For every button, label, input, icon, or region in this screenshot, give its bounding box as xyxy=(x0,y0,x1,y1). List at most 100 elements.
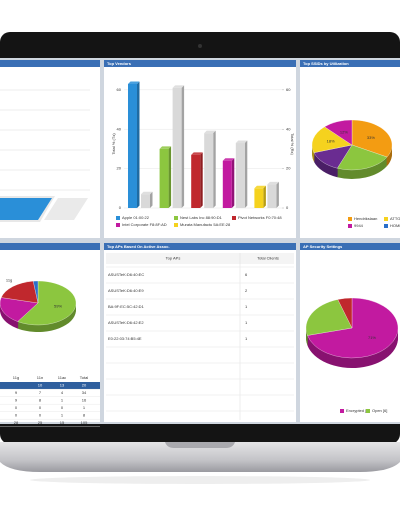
legend-swatch xyxy=(340,409,344,413)
column-header: 11ac xyxy=(58,375,66,380)
pie-slice xyxy=(17,280,77,326)
panel-header xyxy=(0,243,100,250)
bar-top xyxy=(222,158,235,161)
bar-shape xyxy=(0,198,52,220)
table-cell: ASUSTeK:D6:40:EC xyxy=(108,272,144,277)
legend-swatch xyxy=(116,223,120,227)
table-cell: 1 xyxy=(61,413,64,418)
table-cell: 8 xyxy=(83,413,86,418)
table-cell: 1 xyxy=(245,336,248,341)
legend-swatch xyxy=(232,216,236,220)
bar-side xyxy=(181,85,185,208)
legend-label: Intel Corporate F8:8F:AD xyxy=(122,222,167,227)
legend-label: Apple 01:00:22 xyxy=(122,215,150,220)
column-header: 11g xyxy=(13,375,19,380)
pie-slice xyxy=(324,119,353,146)
table-cell: 1 xyxy=(245,304,248,309)
y2-tick-label: 40 xyxy=(286,126,291,131)
bar xyxy=(128,83,137,208)
table-cell: 34 xyxy=(82,390,87,395)
table-cell: 0 xyxy=(39,413,42,418)
bar xyxy=(254,188,264,208)
base-notch xyxy=(165,442,235,448)
column-header: Total Clients xyxy=(257,256,279,261)
bar-top xyxy=(254,185,266,189)
bar-top xyxy=(191,152,203,155)
pie-slice xyxy=(0,297,39,322)
legend-swatch xyxy=(366,409,370,413)
legend-swatch xyxy=(348,217,352,221)
column-header: 11n xyxy=(37,375,43,380)
bar-side xyxy=(231,158,235,208)
legend-label: Pivot Networks F0:70:48 xyxy=(238,215,282,220)
legend-label: HOME-5562 xyxy=(390,223,400,228)
table-cell: 0 xyxy=(61,405,64,410)
table-cell: 0 xyxy=(15,413,18,418)
panel-header xyxy=(104,243,296,250)
panel-title: Top APs Based On Active Assoc. xyxy=(107,244,170,249)
panel-header xyxy=(300,60,400,67)
bar-top xyxy=(159,146,172,149)
bar xyxy=(267,184,277,208)
table-cell: 1 xyxy=(83,405,86,410)
shadow xyxy=(30,476,370,484)
panel-title: Top SSIDs by Utilization xyxy=(303,61,349,66)
slice-label: 71% xyxy=(368,335,376,340)
pie-slice xyxy=(33,280,39,304)
legend-swatch xyxy=(348,224,352,228)
table-cell: 13 xyxy=(60,383,65,388)
bar-side xyxy=(137,81,140,208)
bar-side xyxy=(213,130,216,208)
table-cell: 0 xyxy=(15,405,18,410)
table-cell: 20 xyxy=(82,383,87,388)
slice-label: 12% xyxy=(340,129,348,134)
legend-label: 9944 xyxy=(354,223,364,228)
legend-swatch xyxy=(384,224,388,228)
camera xyxy=(198,44,202,48)
column-header: Total xyxy=(80,375,89,380)
bar xyxy=(172,87,182,208)
laptop-base xyxy=(0,442,400,472)
legend-label: Hendrikslaan xyxy=(354,216,377,221)
bar xyxy=(191,154,201,208)
slice-label: 33% xyxy=(367,135,375,140)
legend-swatch xyxy=(116,216,120,220)
table-cell: 10 xyxy=(38,383,43,388)
table-cell: 6 xyxy=(245,272,248,277)
bar-top xyxy=(204,130,216,134)
bar-side xyxy=(263,185,266,208)
panel-title: AP Security Settings xyxy=(303,244,343,249)
bar-top xyxy=(172,85,185,88)
table-cell: 1 xyxy=(245,320,248,325)
legend-swatch xyxy=(174,216,178,220)
legend-label: Open [6] xyxy=(372,408,387,413)
y2-tick-label: 20 xyxy=(286,166,291,171)
legend-swatch xyxy=(174,223,178,227)
slice-label: 18% xyxy=(327,139,335,144)
bar xyxy=(204,133,214,208)
bar-top xyxy=(235,140,248,144)
pie-slice xyxy=(307,297,399,359)
bar-top xyxy=(267,181,279,185)
grid xyxy=(0,89,90,191)
pie-slice xyxy=(0,281,39,304)
slice-callout: 11g xyxy=(6,277,12,282)
y2-tick-label: 60 xyxy=(286,87,291,92)
table-cell: ASUSTeK:D6:40:E9 xyxy=(108,288,144,293)
panel xyxy=(104,243,296,422)
y-tick-label: 20 xyxy=(117,166,122,171)
bar-shape xyxy=(44,198,88,220)
table-cell: 9 xyxy=(15,390,18,395)
bar xyxy=(222,160,232,208)
bar-top xyxy=(141,191,153,195)
table-cell: 1 xyxy=(61,398,64,403)
pie-slice xyxy=(337,144,388,171)
bar-side xyxy=(200,152,203,208)
panel xyxy=(0,243,100,422)
y-tick-label: 0 xyxy=(119,205,122,210)
table-cell: BA:9F:EC:5C:42:D1 xyxy=(108,304,145,309)
table-cell: 4 xyxy=(61,390,64,395)
table-cell: 9 xyxy=(15,398,18,403)
